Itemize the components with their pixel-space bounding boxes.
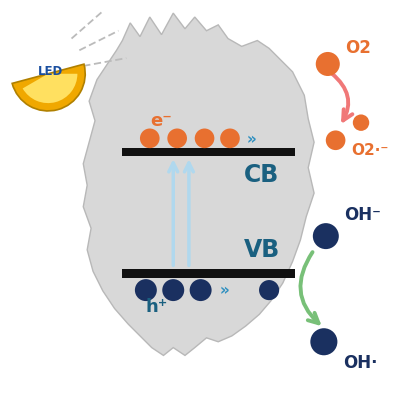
- Text: »: »: [247, 132, 256, 147]
- Point: [358, 119, 364, 126]
- Text: e⁻: e⁻: [150, 112, 172, 130]
- Point: [266, 287, 273, 293]
- Text: O2·⁻: O2·⁻: [351, 143, 389, 158]
- Point: [170, 287, 176, 293]
- Point: [227, 135, 233, 141]
- Text: CB: CB: [244, 164, 279, 188]
- Wedge shape: [12, 64, 85, 111]
- Point: [142, 287, 149, 293]
- Point: [197, 287, 204, 293]
- Point: [201, 135, 208, 141]
- Bar: [122, 269, 294, 278]
- Point: [147, 135, 153, 141]
- Point: [332, 137, 339, 143]
- Point: [323, 233, 329, 239]
- Point: [320, 338, 327, 345]
- Text: OH⁻: OH⁻: [344, 206, 382, 224]
- Text: O2: O2: [345, 39, 371, 58]
- Point: [325, 61, 331, 67]
- Wedge shape: [23, 74, 77, 103]
- Bar: [122, 148, 294, 156]
- Text: h⁺: h⁺: [146, 297, 168, 316]
- Text: LED: LED: [38, 65, 63, 78]
- Text: VB: VB: [244, 238, 280, 262]
- Point: [174, 135, 180, 141]
- Polygon shape: [83, 13, 314, 355]
- Text: OH·: OH·: [343, 354, 377, 372]
- Text: »: »: [219, 283, 229, 298]
